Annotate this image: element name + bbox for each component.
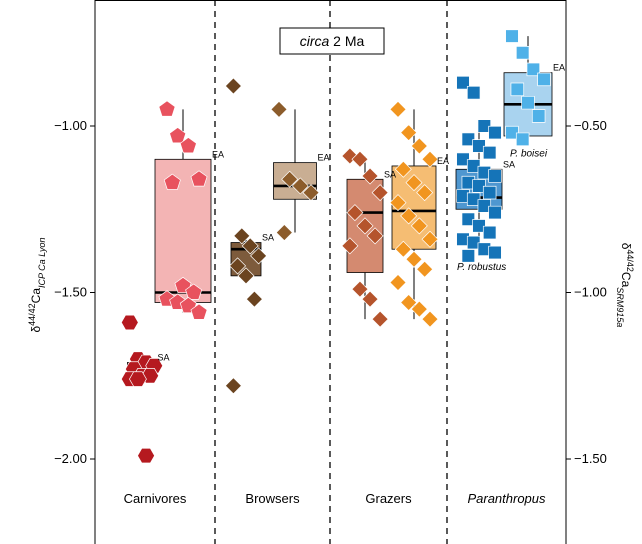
data-point-browsers-sa: [250, 247, 268, 265]
species-label-p-robustus: P. robustus: [457, 262, 506, 273]
data-point-browsers-sa: [241, 237, 259, 255]
group-separators: [214, 0, 448, 544]
box-tag-grazers-ea: EA: [437, 156, 449, 166]
data-point-carnivores-ea: [179, 137, 197, 154]
data-point-p-robustus: [482, 145, 497, 160]
chart-title-box: circa 2 Ma: [279, 27, 385, 55]
data-point-grazers-sa: [346, 204, 364, 222]
data-point-browsers-ea: [302, 184, 320, 202]
data-point-p-robustus: [466, 85, 481, 100]
data-point-p-boisei: [515, 132, 530, 147]
data-point-grazers-ea: [416, 184, 434, 202]
data-point-p-boisei: [531, 109, 546, 123]
data-point-grazers-ea: [421, 230, 439, 248]
data-point-carnivores-ea: [185, 283, 203, 300]
box-tag-carnivores-ea: EA: [212, 149, 224, 159]
chart-title-italic: circa: [300, 33, 330, 49]
data-point-grazers-sa: [361, 167, 379, 185]
data-point-grazers-ea: [400, 207, 418, 225]
data-point-grazers-ea: [400, 293, 418, 311]
data-point-browsers-sa: [237, 267, 255, 285]
chart-title: circa 2 Ma: [300, 33, 365, 49]
data-point-browsers-ea: [270, 100, 288, 118]
data-point-carnivores-sa: [120, 314, 139, 331]
data-point-grazers-ea: [421, 150, 439, 168]
left-axis-title: δ44/42CaICP Ca Lyon: [27, 237, 47, 332]
data-point-browsers-sa: [224, 77, 242, 95]
left-tick-label: −1.00: [54, 118, 87, 133]
left-tick-label: −2.00: [54, 451, 87, 466]
points-layer: [120, 29, 551, 464]
right-tick-label: −1.00: [574, 285, 607, 300]
box-tag-p-boisei: EA: [553, 63, 565, 73]
data-point-p-boisei: [515, 46, 530, 60]
data-point-grazers-sa: [341, 237, 359, 255]
data-point-browsers-ea: [291, 177, 309, 195]
chart-title-rest: 2 Ma: [329, 33, 364, 49]
data-point-p-boisei: [510, 82, 525, 97]
data-point-p-robustus: [488, 205, 502, 220]
data-point-grazers-ea: [400, 124, 418, 142]
data-point-p-robustus: [488, 169, 502, 183]
left-tick-label: −1.50: [54, 285, 87, 300]
data-point-grazers-ea: [405, 174, 423, 192]
data-point-p-robustus: [482, 185, 497, 200]
data-point-grazers-ea: [410, 137, 428, 155]
data-point-grazers-ea: [389, 194, 407, 212]
data-point-grazers-ea: [394, 240, 412, 258]
box-tag-p-robustus: SA: [503, 159, 515, 169]
data-point-carnivores-sa: [137, 447, 155, 464]
data-point-p-boisei: [505, 29, 519, 43]
data-point-carnivores-sa: [129, 371, 147, 387]
data-point-p-robustus: [488, 245, 502, 260]
data-point-carnivores-ea: [190, 303, 208, 320]
right-axis-title: δ44/42CaSRM915a: [615, 243, 635, 328]
data-point-grazers-sa: [366, 227, 384, 245]
data-point-browsers-sa: [229, 257, 247, 275]
data-point-grazers-ea: [410, 300, 428, 318]
data-point-grazers-ea: [421, 310, 439, 328]
data-point-grazers-sa: [361, 290, 379, 308]
data-point-p-robustus: [482, 225, 497, 240]
box-tag-grazers-sa: SA: [384, 169, 396, 179]
data-point-browsers-sa: [245, 290, 263, 308]
data-point-carnivores-ea: [158, 100, 176, 117]
data-point-carnivores-ea: [190, 170, 208, 187]
data-point-browsers-sa: [233, 227, 251, 245]
data-point-grazers-ea: [410, 217, 428, 235]
right-tick-label: −1.50: [574, 451, 607, 466]
group-label: Carnivores: [124, 491, 187, 506]
data-point-grazers-ea: [389, 274, 407, 292]
data-point-carnivores-ea: [163, 173, 181, 190]
data-point-grazers-ea: [394, 160, 412, 178]
data-point-p-boisei: [537, 72, 551, 87]
data-point-grazers-ea: [416, 260, 434, 278]
box-tag-browsers-sa: SA: [262, 233, 274, 243]
group-label: Browsers: [245, 491, 300, 506]
data-point-grazers-sa: [371, 184, 389, 202]
species-label-p-boisei: P. boisei: [510, 149, 548, 160]
data-point-browsers-ea: [281, 170, 299, 188]
data-point-p-boisei: [521, 95, 535, 110]
data-point-p-robustus: [461, 249, 476, 263]
box-tag-carnivores-sa: SA: [158, 352, 170, 362]
labels-layer: Carnivores Browsers Grazers Paranthropus SA E…: [124, 63, 565, 506]
data-point-grazers-ea: [389, 100, 407, 118]
box-tag-browsers-ea: EA: [318, 153, 330, 163]
group-label: Paranthropus: [467, 491, 546, 506]
data-point-browsers-sa: [224, 377, 242, 395]
data-point-grazers-sa: [371, 310, 389, 328]
data-point-browsers-ea: [275, 224, 293, 242]
data-point-p-robustus: [488, 125, 502, 140]
data-point-grazers-sa: [356, 217, 374, 235]
data-point-carnivores-ea: [169, 127, 187, 144]
data-point-grazers-sa: [351, 280, 369, 298]
data-point-grazers-sa: [351, 150, 369, 168]
group-label: Grazers: [365, 491, 412, 506]
right-tick-label: −0.50: [574, 118, 607, 133]
data-point-grazers-ea: [405, 250, 423, 268]
